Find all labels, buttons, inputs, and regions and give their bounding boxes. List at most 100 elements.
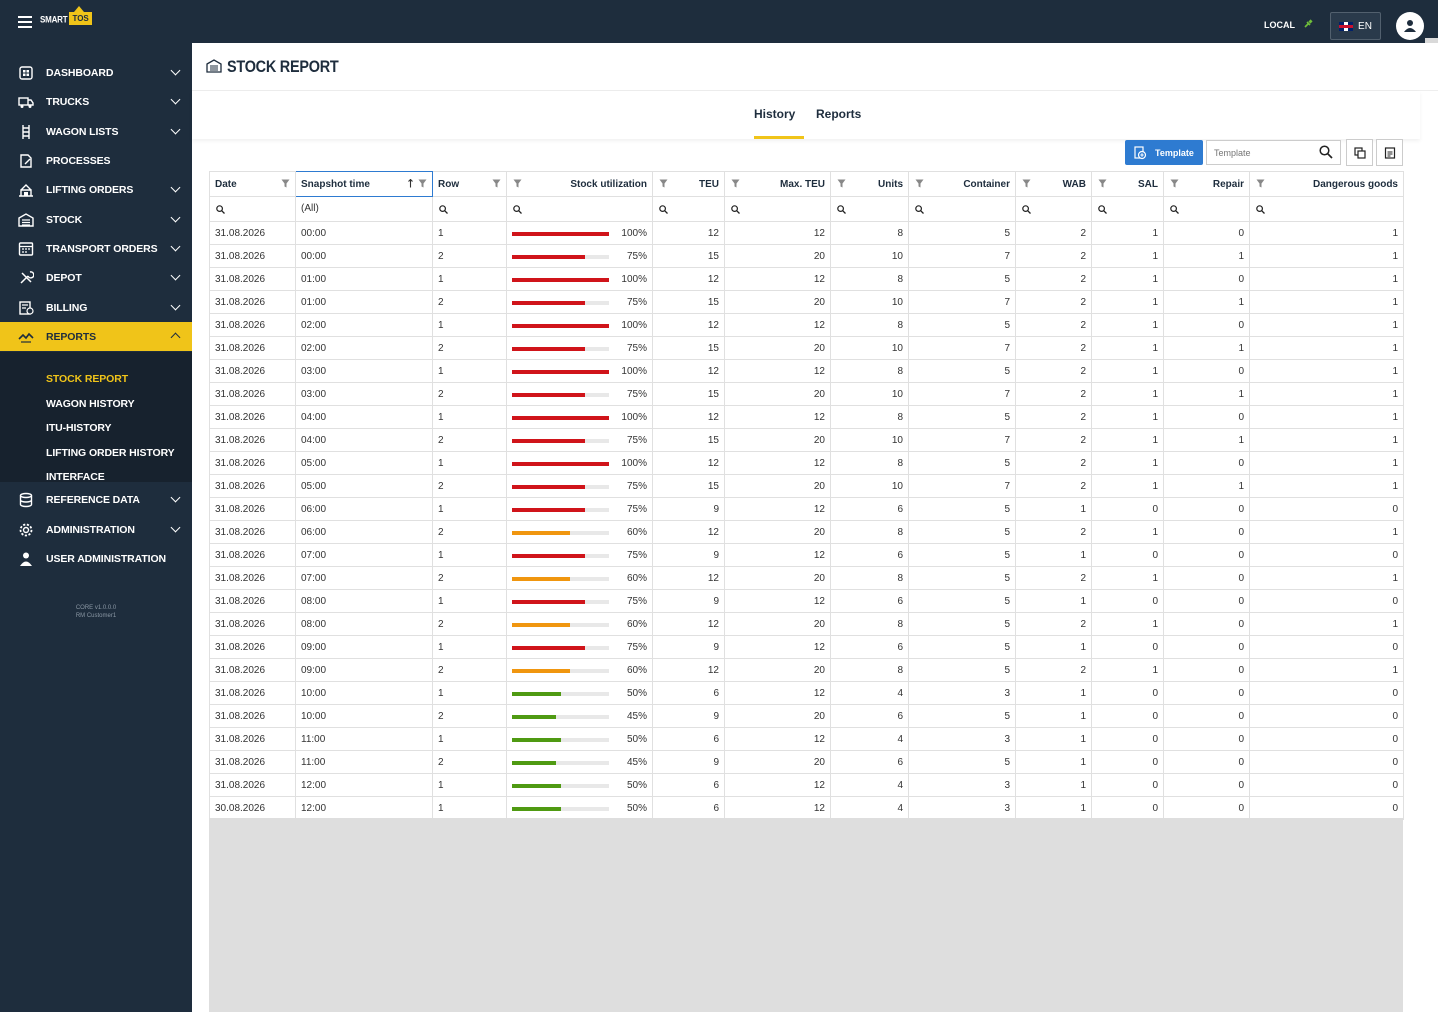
submenu-lifting-order-history[interactable]: LIFTING ORDER HISTORY (46, 447, 175, 459)
table-row[interactable]: 31.08.2026 03:00 2 75% 15 20 10 7 2 1 1 1 (209, 382, 1404, 406)
filter-icon[interactable] (281, 179, 290, 188)
tab-history[interactable]: History (754, 107, 796, 121)
table-row[interactable]: 31.08.2026 07:00 1 75% 9 12 6 5 1 0 0 0 (209, 543, 1404, 567)
chevron-up-icon[interactable] (170, 332, 181, 343)
sidebar-item-transport-orders[interactable]: TRANSPORT ORDERS (0, 234, 192, 263)
submenu-stock-report[interactable]: STOCK REPORT (46, 373, 129, 385)
sidebar-item-administration[interactable]: ADMINISTRATION (0, 515, 192, 544)
chevron-down-icon[interactable] (170, 300, 181, 311)
table-row[interactable]: 31.08.2026 06:00 2 60% 12 20 8 5 2 1 0 1 (209, 520, 1404, 544)
table-row[interactable]: 31.08.2026 02:00 2 75% 15 20 10 7 2 1 1 1 (209, 336, 1404, 360)
sort-icon[interactable] (406, 179, 415, 188)
avatar[interactable] (1396, 12, 1424, 40)
column-header-sal[interactable]: SAL (1091, 171, 1164, 197)
table-row[interactable]: 31.08.2026 01:00 2 75% 15 20 10 7 2 1 1 1 (209, 290, 1404, 314)
filter-cell[interactable] (432, 196, 507, 222)
chevron-down-icon[interactable] (170, 522, 181, 533)
sidebar-item-reports[interactable]: REPORTS (0, 322, 192, 351)
table-row[interactable]: 31.08.2026 05:00 1 100% 12 12 8 5 2 1 0 1 (209, 451, 1404, 475)
submenu-interface[interactable]: INTERFACE (46, 471, 105, 483)
table-row[interactable]: 31.08.2026 09:00 2 60% 12 20 8 5 2 1 0 1 (209, 658, 1404, 682)
filter-icon[interactable] (1098, 179, 1107, 188)
column-header-container[interactable]: Container (908, 171, 1016, 197)
sidebar-item-trucks[interactable]: TRUCKS (0, 87, 192, 116)
table-row[interactable]: 31.08.2026 05:00 2 75% 15 20 10 7 2 1 1 1 (209, 474, 1404, 498)
table-row[interactable]: 31.08.2026 09:00 1 75% 9 12 6 5 1 0 0 0 (209, 635, 1404, 659)
filter-cell[interactable] (1091, 196, 1164, 222)
submenu-itu-history[interactable]: ITU-HISTORY (46, 422, 112, 434)
sidebar-item-lifting-orders[interactable]: LIFTING ORDERS (0, 175, 192, 204)
smart-tos-logo[interactable]: SMART TOS (40, 6, 92, 25)
column-header-units[interactable]: Units (830, 171, 909, 197)
filter-icon[interactable] (915, 179, 924, 188)
chevron-down-icon[interactable] (170, 212, 181, 223)
filter-cell[interactable] (506, 196, 653, 222)
column-header-max-teu[interactable]: Max. TEU (724, 171, 831, 197)
column-header-wab[interactable]: WAB (1015, 171, 1092, 197)
filter-cell[interactable] (724, 196, 831, 222)
chevron-down-icon[interactable] (170, 65, 181, 76)
sidebar-item-processes[interactable]: PROCESSES (0, 146, 192, 175)
chevron-down-icon[interactable] (170, 270, 181, 281)
filter-icon[interactable] (731, 179, 740, 188)
table-row[interactable]: 31.08.2026 10:00 2 45% 9 20 6 5 1 0 0 0 (209, 704, 1404, 728)
filter-icon[interactable] (837, 179, 846, 188)
filter-icon[interactable] (492, 179, 501, 188)
filter-cell[interactable] (652, 196, 725, 222)
table-row[interactable]: 31.08.2026 07:00 2 60% 12 20 8 5 2 1 0 1 (209, 566, 1404, 590)
column-header-row[interactable]: Row (432, 171, 507, 197)
table-row[interactable]: 31.08.2026 12:00 1 50% 6 12 4 3 1 0 0 0 (209, 773, 1404, 797)
template-input[interactable] (1206, 140, 1341, 165)
filter-cell[interactable] (1163, 196, 1250, 222)
filter-cell[interactable]: (All) (295, 196, 433, 222)
submenu-wagon-history[interactable]: WAGON HISTORY (46, 398, 135, 410)
column-header-date[interactable]: Date (209, 171, 296, 197)
filter-icon[interactable] (1022, 179, 1031, 188)
filter-cell[interactable] (908, 196, 1016, 222)
template-button[interactable]: Template (1125, 140, 1203, 165)
table-row[interactable]: 31.08.2026 03:00 1 100% 12 12 8 5 2 1 0 1 (209, 359, 1404, 383)
chevron-down-icon[interactable] (170, 241, 181, 252)
filter-icon[interactable] (659, 179, 668, 188)
sidebar-item-dashboard[interactable]: DASHBOARD (0, 58, 192, 87)
sidebar-item-wagon-lists[interactable]: WAGON LISTS (0, 117, 192, 146)
table-row[interactable]: 31.08.2026 11:00 1 50% 6 12 4 3 1 0 0 0 (209, 727, 1404, 751)
filter-icon[interactable] (418, 179, 427, 188)
sidebar-item-reference-data[interactable]: REFERENCE DATA (0, 485, 192, 514)
filter-cell[interactable] (1249, 196, 1404, 222)
table-row[interactable]: 31.08.2026 06:00 1 75% 9 12 6 5 1 0 0 0 (209, 497, 1404, 521)
table-row[interactable]: 31.08.2026 01:00 1 100% 12 12 8 5 2 1 0 1 (209, 267, 1404, 291)
table-row[interactable]: 30.08.2026 12:00 1 50% 6 12 4 3 1 0 0 0 (209, 796, 1404, 820)
sidebar-item-billing[interactable]: BILLING (0, 293, 192, 322)
table-row[interactable]: 31.08.2026 08:00 2 60% 12 20 8 5 2 1 0 1 (209, 612, 1404, 636)
tab-reports[interactable]: Reports (816, 107, 862, 121)
column-header-repair[interactable]: Repair (1163, 171, 1250, 197)
chevron-down-icon[interactable] (170, 182, 181, 193)
language-button[interactable]: EN (1330, 12, 1381, 40)
table-row[interactable]: 31.08.2026 10:00 1 50% 6 12 4 3 1 0 0 0 (209, 681, 1404, 705)
filter-cell[interactable] (209, 196, 296, 222)
column-header-stock-utilization[interactable]: Stock utilization (506, 171, 653, 197)
table-row[interactable]: 31.08.2026 08:00 1 75% 9 12 6 5 1 0 0 0 (209, 589, 1404, 613)
filter-cell[interactable] (830, 196, 909, 222)
table-row[interactable]: 31.08.2026 02:00 1 100% 12 12 8 5 2 1 0 1 (209, 313, 1404, 337)
chevron-down-icon[interactable] (170, 124, 181, 135)
column-header-dangerous-goods[interactable]: Dangerous goods (1249, 171, 1404, 197)
sidebar-item-depot[interactable]: DEPOT (0, 263, 192, 292)
filter-icon[interactable] (1170, 179, 1179, 188)
filter-icon[interactable] (513, 179, 522, 188)
column-header-teu[interactable]: TEU (652, 171, 725, 197)
chevron-down-icon[interactable] (170, 94, 181, 105)
menu-icon[interactable] (18, 16, 32, 28)
table-row[interactable]: 31.08.2026 04:00 2 75% 15 20 10 7 2 1 1 1 (209, 428, 1404, 452)
column-header-snapshot-time[interactable]: Snapshot time (295, 171, 433, 197)
table-row[interactable]: 31.08.2026 00:00 1 100% 12 12 8 5 2 1 0 1 (209, 221, 1404, 245)
filter-icon[interactable] (1256, 179, 1265, 188)
export-button[interactable] (1376, 139, 1403, 166)
table-row[interactable]: 31.08.2026 00:00 2 75% 15 20 10 7 2 1 1 1 (209, 244, 1404, 268)
sidebar-item-stock[interactable]: STOCK (0, 205, 192, 234)
table-row[interactable]: 31.08.2026 04:00 1 100% 12 12 8 5 2 1 0 1 (209, 405, 1404, 429)
column-chooser-button[interactable] (1346, 139, 1373, 166)
chevron-down-icon[interactable] (170, 492, 181, 503)
filter-cell[interactable] (1015, 196, 1092, 222)
